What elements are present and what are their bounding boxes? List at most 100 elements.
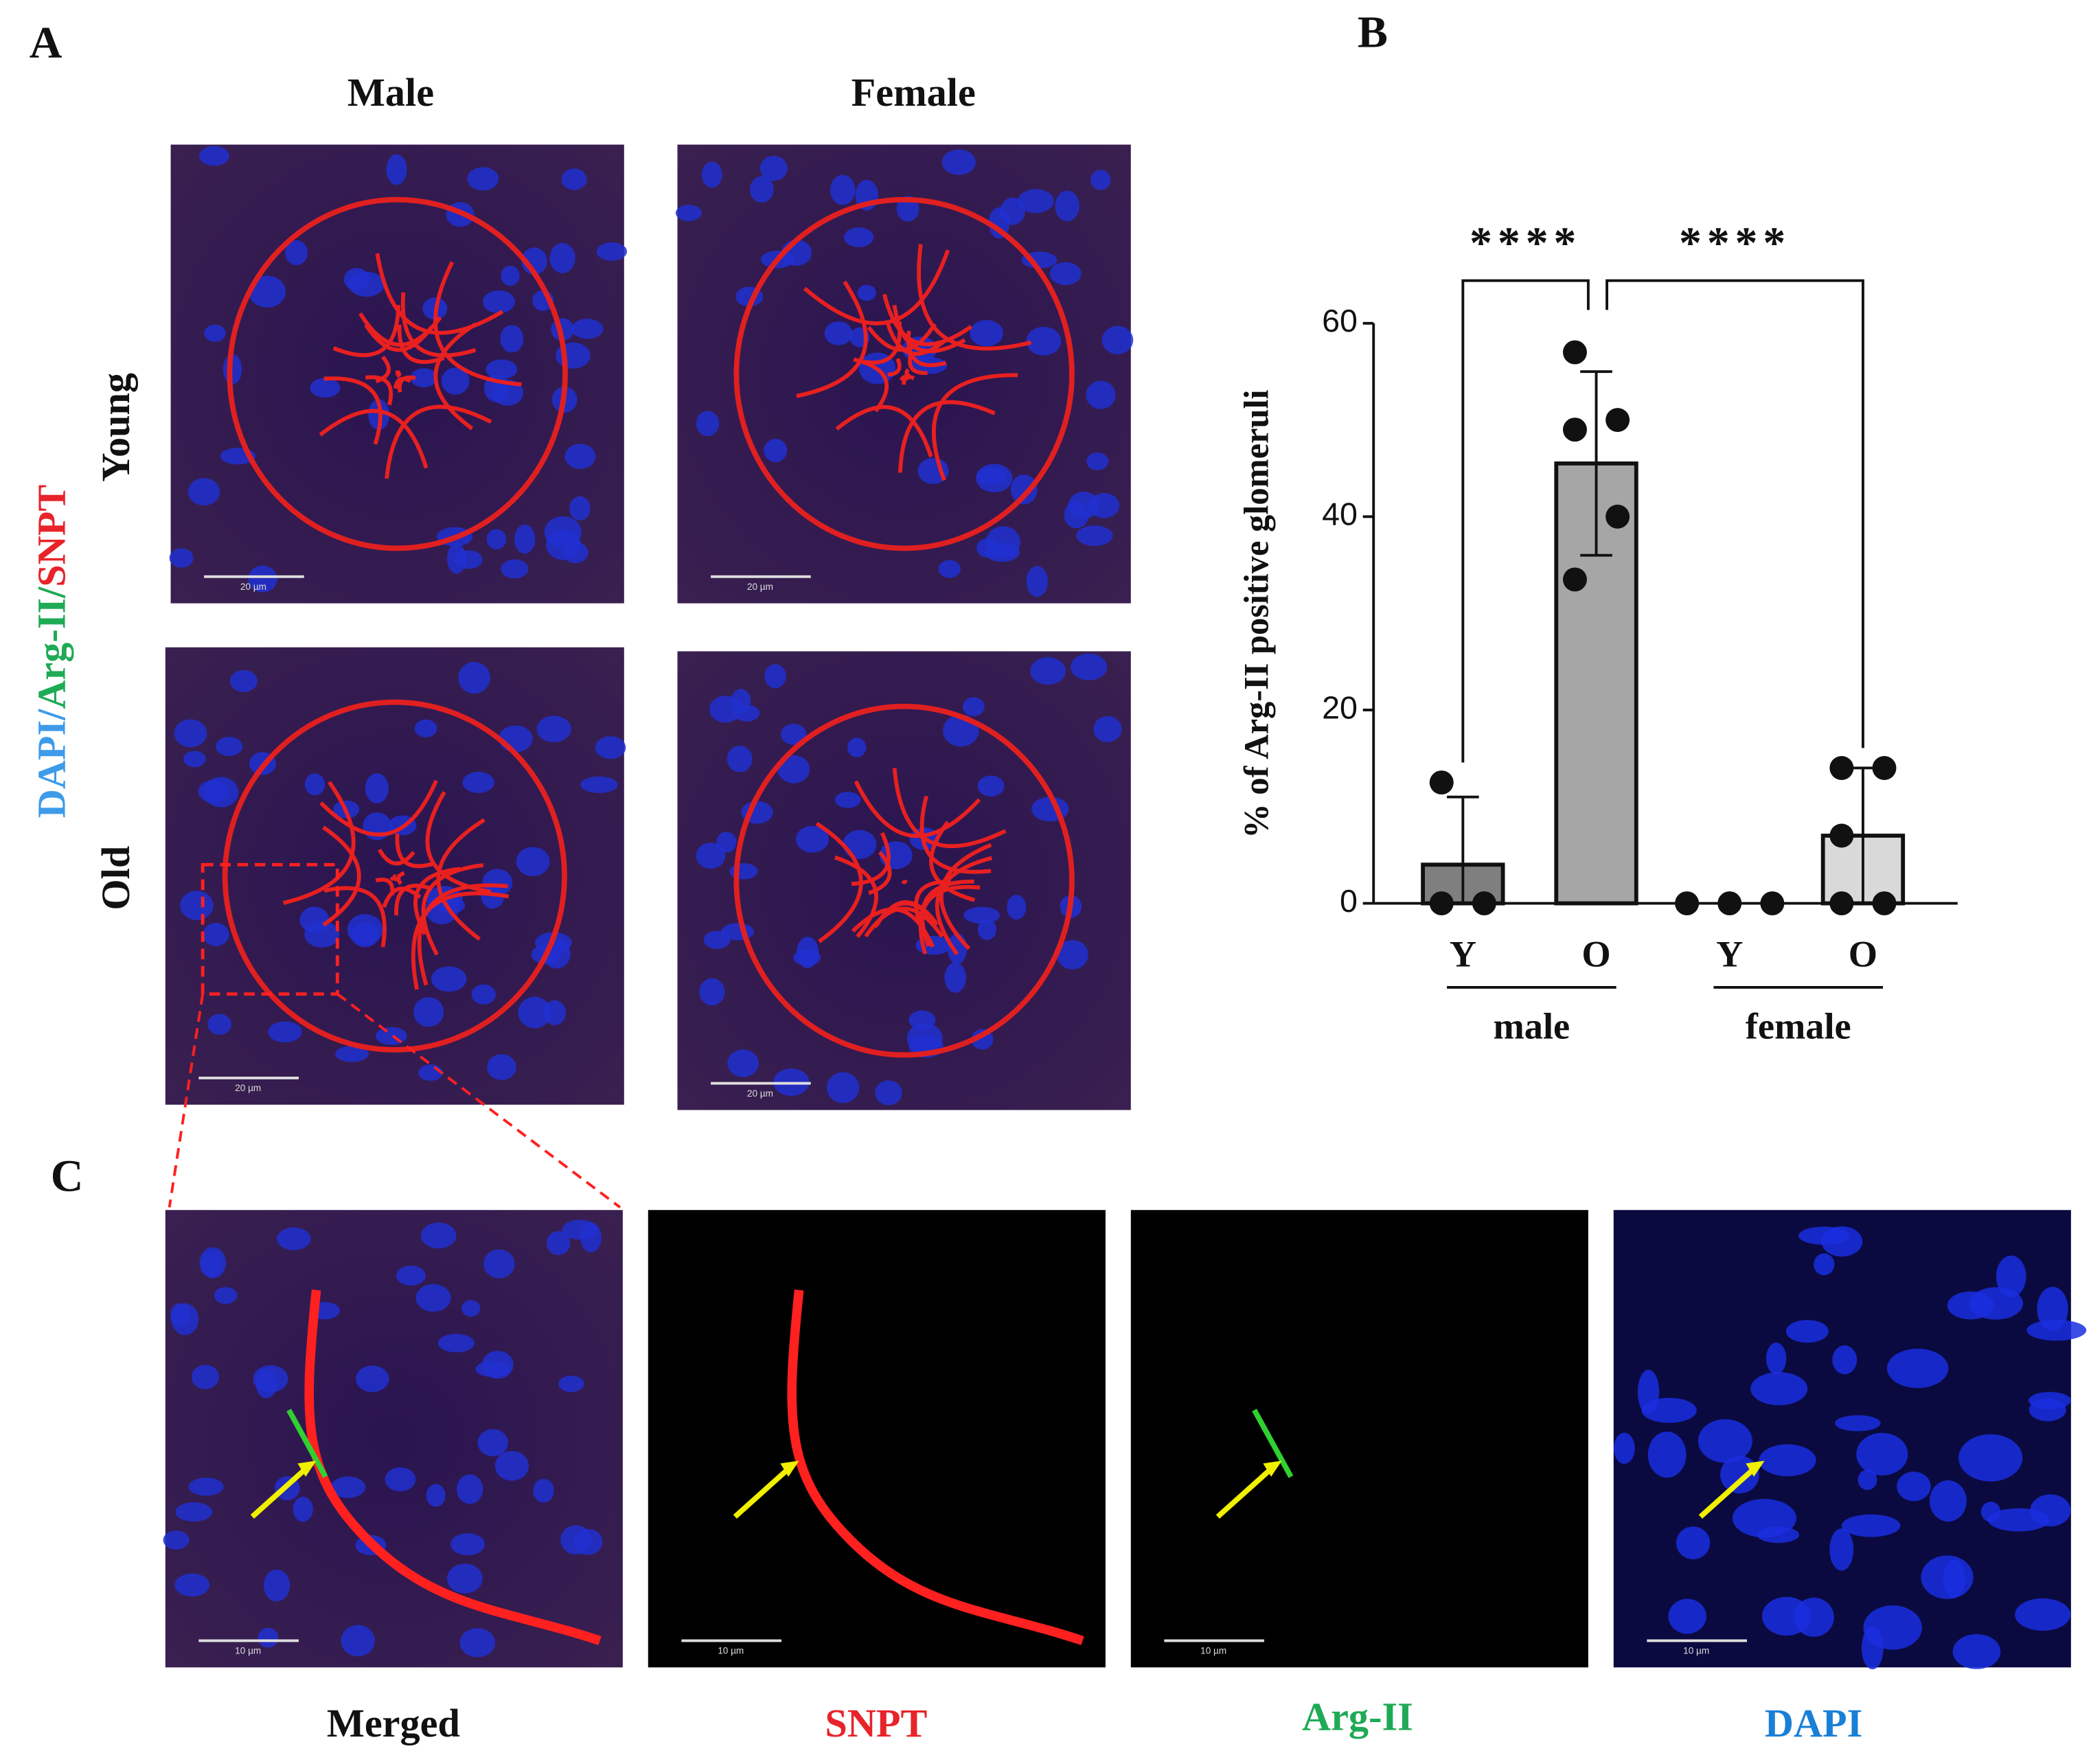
- nucleus: [1943, 1559, 1965, 1599]
- nucleus: [569, 496, 591, 521]
- nucleus: [1821, 1226, 1863, 1257]
- group-label: female: [1746, 1006, 1851, 1047]
- image-background: [648, 1210, 1106, 1668]
- nucleus: [560, 1525, 592, 1555]
- capillary: [304, 1290, 602, 1645]
- data-point: [1872, 891, 1897, 916]
- channel-label: DAPI: [1765, 1701, 1862, 1745]
- nucleus: [1086, 452, 1109, 470]
- capillary: [375, 878, 395, 896]
- nucleus: [458, 662, 490, 694]
- nucleus: [396, 1265, 426, 1286]
- capillary: [787, 1290, 1084, 1645]
- nucleus: [248, 565, 277, 593]
- nucleus: [461, 1300, 481, 1317]
- y-tick-label: 40: [1322, 496, 1358, 532]
- nucleus: [410, 368, 437, 388]
- nucleus: [834, 792, 861, 808]
- nucleus: [826, 1072, 860, 1103]
- capillary: [319, 779, 438, 837]
- scale-bar-label: 20 µm: [240, 582, 266, 592]
- nucleus: [501, 559, 529, 579]
- nucleus: [174, 1573, 210, 1597]
- nucleus: [304, 773, 325, 796]
- nucleus: [844, 227, 874, 247]
- nucleus: [1952, 1634, 2001, 1669]
- nucleus: [518, 996, 551, 1029]
- stain-dapi: DAPI/: [30, 709, 74, 818]
- micrograph: 10 µm: [648, 1210, 1106, 1668]
- data-point: [1829, 755, 1854, 780]
- nucleus: [483, 290, 515, 314]
- nucleus: [494, 1451, 529, 1481]
- glomerulus: [222, 699, 567, 1053]
- micrograph: 20 µm: [165, 647, 626, 1105]
- capillary: [385, 404, 492, 479]
- nucleus: [258, 1627, 279, 1648]
- nucleus: [727, 1049, 759, 1077]
- nucleus: [2015, 1598, 2071, 1631]
- capillary: [803, 249, 950, 325]
- glomerulus: [733, 703, 1075, 1058]
- nucleus: [1093, 715, 1122, 742]
- x-tick-label: O: [1849, 934, 1877, 975]
- nucleus: [310, 378, 341, 398]
- capillary: [282, 781, 356, 905]
- capillary: [417, 883, 508, 986]
- data-point: [1562, 567, 1587, 592]
- nucleus: [1055, 190, 1079, 222]
- nucleus: [703, 930, 731, 949]
- micrograph: 10 µm: [1130, 1210, 1588, 1668]
- x-tick-label: Y: [1450, 934, 1476, 975]
- row-label: Young: [93, 373, 138, 482]
- scale-bar-label: 10 µm: [1683, 1646, 1709, 1656]
- nucleus: [420, 1222, 457, 1249]
- scale-bar-label: 20 µm: [747, 582, 773, 592]
- nucleus: [343, 268, 369, 291]
- nucleus: [293, 1496, 313, 1522]
- nucleus: [546, 1230, 571, 1255]
- data-point: [1606, 408, 1630, 433]
- nucleus: [462, 772, 494, 793]
- nucleus: [418, 1064, 443, 1081]
- zoom-line: [168, 994, 205, 1208]
- glomerulus: [227, 196, 568, 551]
- data-point: [1760, 891, 1785, 916]
- nucleus: [175, 1502, 213, 1522]
- nucleus: [830, 174, 856, 205]
- capillary: [323, 376, 382, 445]
- nucleus: [1958, 1434, 2023, 1482]
- nucleus: [1793, 1597, 1834, 1637]
- nucleus: [1980, 1502, 2001, 1522]
- capillary: [854, 780, 981, 838]
- capillary: [898, 400, 996, 473]
- capillary: [834, 855, 878, 939]
- nucleus: [285, 240, 308, 266]
- nucleus: [180, 891, 214, 921]
- nucleus: [1947, 1291, 1994, 1320]
- nucleus: [938, 560, 961, 578]
- nucleus: [335, 1046, 369, 1062]
- micrograph: 20 µm: [169, 144, 628, 604]
- significance-label: ****: [1679, 218, 1791, 268]
- capillary: [835, 404, 933, 458]
- nucleus: [906, 1022, 943, 1054]
- nucleus: [414, 719, 437, 737]
- nucleus: [727, 745, 753, 772]
- nucleus: [1834, 1414, 1881, 1432]
- nucleus: [580, 776, 618, 793]
- nucleus: [487, 1054, 516, 1080]
- panel-label: B: [1358, 7, 1388, 57]
- nucleus: [356, 1365, 389, 1393]
- nucleus: [514, 524, 536, 554]
- nucleus: [483, 1249, 515, 1279]
- x-tick-label: Y: [1716, 934, 1743, 975]
- nucleus: [580, 1222, 602, 1252]
- nucleus: [216, 737, 243, 757]
- glomerulus: [733, 196, 1075, 551]
- nucleus: [1886, 1349, 1949, 1388]
- nucleus: [169, 548, 194, 568]
- capillary: [393, 873, 398, 878]
- data-point: [1829, 823, 1854, 848]
- capillary: [395, 372, 400, 377]
